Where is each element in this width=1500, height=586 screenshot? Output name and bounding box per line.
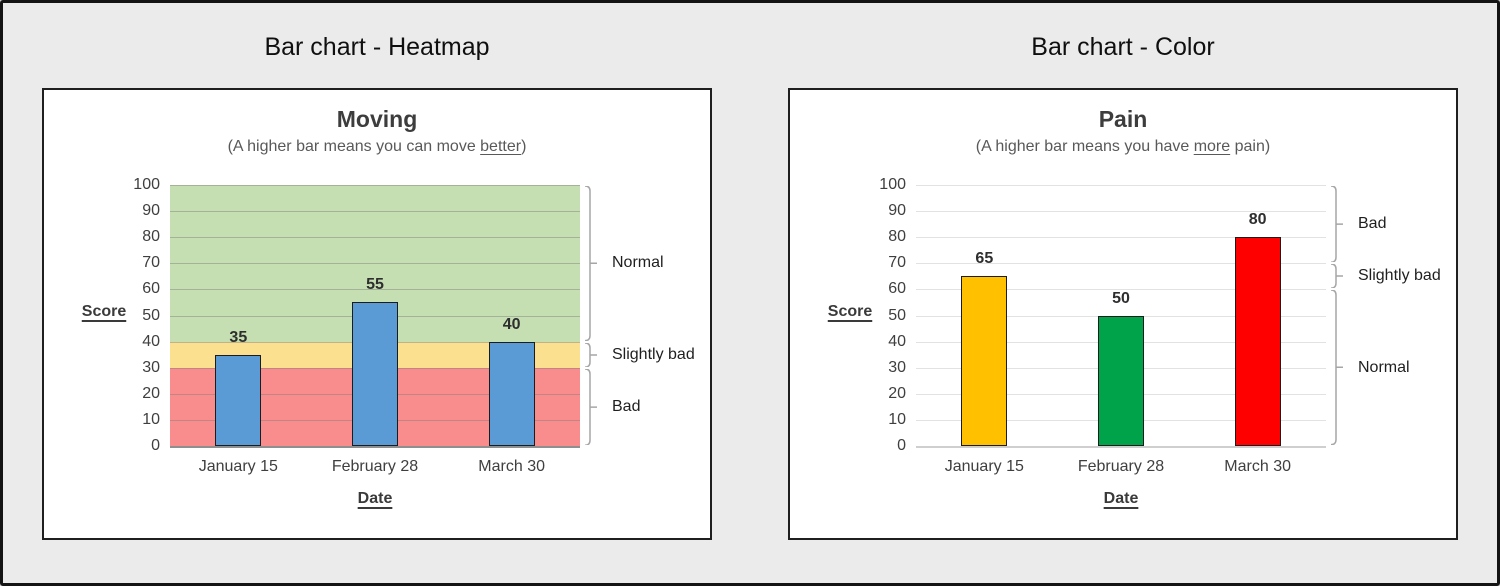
y-tick-label: 0 (897, 437, 906, 454)
y-tick-label: 0 (151, 437, 160, 454)
zone-label-bad: Bad (1358, 215, 1387, 233)
x-tick-label: January 15 (198, 458, 278, 475)
zone-bracket-bad (584, 368, 597, 445)
zone-bracket-normal (1330, 290, 1343, 445)
subtitle-underlined-word: more (1193, 138, 1231, 155)
section-heading: Bar chart - Color (1031, 33, 1215, 61)
y-tick-label: 10 (142, 410, 160, 428)
y-tick-label: 60 (142, 280, 160, 298)
bar-february-28 (1098, 315, 1144, 446)
chart-panel: Pain (A higher bar means you have more p… (788, 88, 1458, 540)
y-tick-label: 50 (142, 306, 160, 324)
heatmap-chart-section: Bar chart - Heatmap Moving (A higher bar… (42, 26, 712, 560)
subtitle-text: (A higher bar means you have (975, 138, 1194, 155)
gridline (170, 211, 580, 213)
plot-area: 35 55 40 (170, 185, 580, 448)
color-chart-section: Bar chart - Color Pain (A higher bar mea… (788, 26, 1458, 560)
zone-label-bad: Bad (612, 397, 641, 415)
gridline (916, 185, 1326, 186)
y-tick-label: 20 (142, 384, 160, 402)
gridline (170, 263, 580, 265)
bar-february-28 (352, 302, 398, 446)
gridline (916, 289, 1326, 291)
chart-title: Pain (1098, 106, 1148, 132)
gridline (170, 237, 580, 239)
gridline (916, 263, 1326, 265)
bar-value-label: 35 (229, 328, 248, 346)
chart-subtitle: (A higher bar means you have more pain) (790, 138, 1456, 156)
subtitle-text: pain) (1230, 138, 1271, 155)
y-tick-label: 80 (142, 228, 160, 246)
zone-bracket-normal (584, 186, 597, 341)
x-tick-label: March 30 (1224, 458, 1291, 475)
y-tick-label: 40 (888, 332, 906, 350)
chart-subtitle: (A higher bar means you can move better) (44, 138, 710, 156)
x-tick-label: February 28 (1077, 458, 1165, 475)
x-axis-title: Date (357, 490, 393, 507)
zone-label-normal: Normal (1358, 358, 1410, 376)
y-tick-label: 100 (133, 176, 160, 193)
y-tick-label: 10 (888, 410, 906, 428)
y-tick-label: 90 (888, 202, 906, 220)
y-tick-label: 90 (142, 202, 160, 220)
bar-value-label: 65 (975, 250, 994, 268)
y-tick-label: 70 (142, 254, 160, 272)
y-tick-label: 30 (142, 358, 160, 376)
zone-label-slightly-bad: Slightly bad (1358, 267, 1441, 285)
bar-january-15 (215, 354, 262, 446)
gridline (916, 237, 1326, 239)
y-tick-label: 30 (888, 358, 906, 376)
zone-bracket-slightly-bad (584, 342, 597, 367)
bar-value-label: 50 (1112, 289, 1130, 307)
chart-panel: Moving (A higher bar means you can move … (42, 88, 712, 540)
y-tick-label: 20 (888, 384, 906, 402)
x-tick-label: February 28 (331, 458, 419, 475)
subtitle-text: (A higher bar means you can move (227, 138, 481, 155)
y-axis-title: Score (827, 303, 873, 320)
section-heading: Bar chart - Heatmap (264, 33, 490, 61)
zone-bracket-slightly-bad (1330, 264, 1343, 289)
subtitle-text: ) (521, 138, 527, 155)
zone-bracket-bad (1330, 186, 1343, 263)
x-tick-label: March 30 (478, 458, 545, 475)
subtitle-underlined-word: better (480, 138, 522, 155)
y-tick-label: 50 (888, 306, 906, 324)
bar-value-label: 80 (1248, 211, 1267, 229)
x-axis-title: Date (1103, 490, 1139, 507)
bar-january-15 (961, 276, 1008, 446)
bar-value-label: 55 (366, 276, 384, 294)
gridline (170, 289, 580, 291)
y-tick-label: 60 (888, 280, 906, 298)
bar-value-label: 40 (502, 315, 521, 333)
zone-label-slightly-bad: Slightly bad (612, 345, 695, 363)
bar-march-30 (1234, 237, 1281, 446)
chart-title: Moving (336, 106, 418, 132)
x-tick-label: January 15 (944, 458, 1024, 475)
y-tick-label: 80 (888, 228, 906, 246)
y-tick-label: 100 (879, 176, 906, 193)
y-axis-title: Score (81, 303, 127, 320)
gridline (170, 185, 580, 186)
y-tick-label: 70 (888, 254, 906, 272)
bar-march-30 (488, 341, 535, 446)
gridline (916, 211, 1326, 213)
plot-area: 65 50 80 (916, 185, 1326, 448)
zone-label-normal: Normal (612, 254, 664, 272)
y-tick-label: 40 (142, 332, 160, 350)
